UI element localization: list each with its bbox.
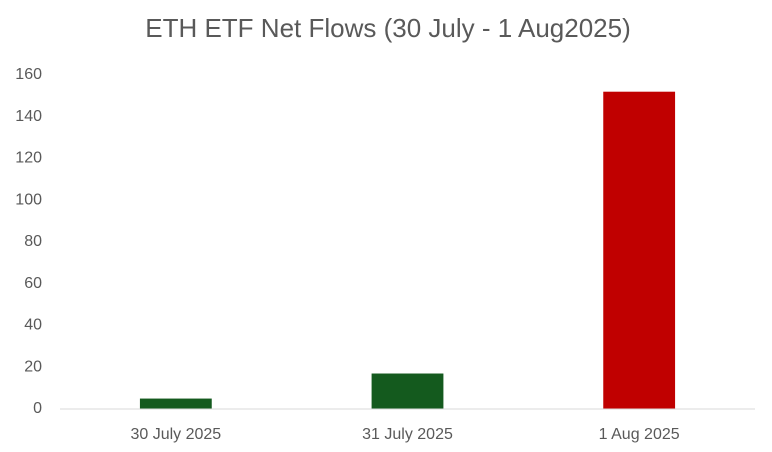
x-tick-label: 31 July 2025	[362, 426, 453, 443]
y-tick-label: 100	[15, 191, 42, 208]
x-tick-label: 30 July 2025	[130, 426, 221, 443]
y-tick-label: 60	[24, 275, 42, 292]
y-tick-label: 140	[15, 108, 42, 125]
y-tick-label: 80	[24, 233, 42, 250]
chart-title: ETH ETF Net Flows (30 July - 1 Aug2025)	[145, 13, 631, 43]
y-tick-label: 20	[24, 358, 42, 375]
y-tick-label: 40	[24, 317, 42, 334]
bar	[371, 373, 444, 409]
y-tick-label: 120	[15, 150, 42, 167]
y-tick-label: 160	[15, 66, 42, 83]
bar	[139, 398, 212, 409]
y-tick-label: 0	[33, 400, 42, 417]
bar	[603, 91, 676, 409]
x-tick-label: 1 Aug 2025	[599, 426, 680, 443]
